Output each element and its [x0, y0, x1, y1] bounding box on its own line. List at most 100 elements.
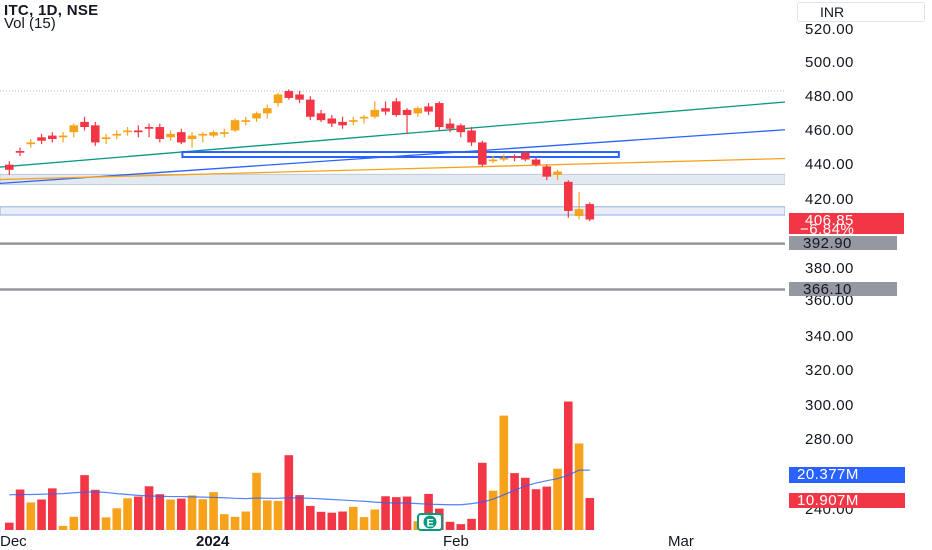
currency-selector[interactable]: INR	[797, 2, 925, 22]
candle	[445, 118, 455, 133]
candle-body	[542, 166, 552, 177]
candle-body	[91, 125, 100, 143]
candle	[166, 130, 175, 141]
volume-bar	[392, 497, 401, 530]
price-tick-label: 280.00	[805, 431, 854, 448]
candle	[327, 115, 337, 128]
candle-body	[187, 135, 197, 140]
volume-bar	[101, 517, 111, 530]
candle	[15, 147, 25, 157]
volume-bar	[198, 499, 208, 530]
candle	[252, 111, 261, 122]
volume-bar	[241, 511, 251, 530]
candle	[69, 123, 79, 138]
volume-bar	[327, 512, 337, 530]
candle	[230, 118, 240, 133]
green-trendline[interactable]	[0, 101, 786, 168]
candle	[220, 128, 229, 138]
candle-body	[37, 137, 46, 141]
candle-body	[435, 103, 444, 128]
volume-bar	[531, 489, 541, 530]
candle-body	[456, 125, 466, 133]
volume-indicator-label[interactable]: Vol (15)	[4, 15, 56, 32]
volume-bar	[478, 462, 487, 530]
price-axis[interactable]: 520.00 500.00 480.00 460.00 440.00 420.00 380.…	[785, 0, 932, 550]
volume-bar	[177, 498, 186, 530]
volume-bar	[209, 492, 218, 530]
candle-body	[488, 159, 498, 162]
volume-bar	[402, 496, 412, 530]
candle-body	[241, 120, 251, 122]
candle-body	[424, 106, 433, 112]
candle	[574, 192, 584, 220]
volume-bar	[316, 511, 326, 530]
candle-body	[564, 181, 573, 211]
volume-bar	[91, 489, 100, 530]
volume-bar	[123, 498, 132, 530]
volume-bar	[80, 475, 89, 530]
volume-bar	[144, 486, 154, 530]
volume-bar	[37, 499, 46, 530]
volume-ma-tag: 20.377M	[789, 467, 905, 483]
candle	[123, 127, 132, 136]
volume-ma-line	[9, 469, 590, 506]
candle	[316, 109, 326, 122]
volume-bar	[58, 525, 68, 530]
candle	[553, 169, 562, 181]
volume-tag: 10.907M	[789, 493, 905, 508]
volume-bar	[510, 473, 519, 530]
candle-body	[144, 127, 154, 129]
candle-body	[392, 101, 401, 116]
time-axis[interactable]: Dec 2024 Feb Mar	[0, 533, 694, 550]
candle-body	[198, 133, 208, 136]
level-tag-366: 366.10	[789, 282, 897, 297]
time-tick-label: Feb	[443, 533, 469, 550]
candle-body	[263, 108, 272, 114]
candle	[488, 156, 498, 163]
volume-bar	[542, 486, 552, 530]
price-tick-label: 380.00	[805, 260, 854, 277]
price-axis-background	[785, 0, 932, 550]
candle	[359, 115, 369, 124]
candle	[424, 103, 433, 116]
candle	[381, 101, 390, 116]
volume-bar	[359, 517, 369, 530]
earnings-event-marker[interactable]: E	[417, 513, 443, 531]
candle	[467, 127, 476, 146]
volume-bar	[456, 524, 466, 530]
candle-body	[338, 121, 347, 126]
last-price-value: 406.85	[805, 212, 854, 229]
candle	[177, 128, 186, 145]
candle	[392, 97, 401, 117]
candle	[456, 123, 466, 138]
candle	[413, 106, 423, 117]
volume-bar	[381, 496, 390, 530]
drawings-layer[interactable]	[0, 101, 786, 291]
price-tick-label: 420.00	[805, 191, 854, 208]
volume-bar	[5, 522, 14, 530]
candle-body	[295, 94, 304, 100]
candle	[209, 130, 218, 138]
candle-body	[327, 118, 337, 124]
volume-bar	[338, 511, 347, 530]
price-tick-label: 500.00	[805, 54, 854, 71]
volume-bars-layer	[5, 401, 595, 530]
candle	[241, 116, 251, 126]
candle	[80, 116, 89, 131]
time-tick-label: Dec	[0, 533, 27, 550]
candle	[521, 150, 530, 162]
orange-trendline[interactable]	[0, 157, 786, 181]
volume-bar	[252, 472, 261, 530]
blue-rectangle-drawing[interactable]	[181, 151, 620, 158]
event-marker-layer[interactable]: E	[417, 513, 443, 531]
candle	[134, 125, 143, 138]
time-tick-label: 2024	[196, 533, 230, 550]
candle-body	[284, 91, 294, 98]
candle	[349, 116, 358, 126]
earnings-marker-letter: E	[427, 518, 434, 530]
chart-title[interactable]: ITC, 1D, NSE	[4, 2, 99, 19]
price-tick-label: 440.00	[805, 156, 854, 173]
volume-bar	[187, 495, 197, 530]
last-price-change: −6.84%	[800, 221, 855, 238]
